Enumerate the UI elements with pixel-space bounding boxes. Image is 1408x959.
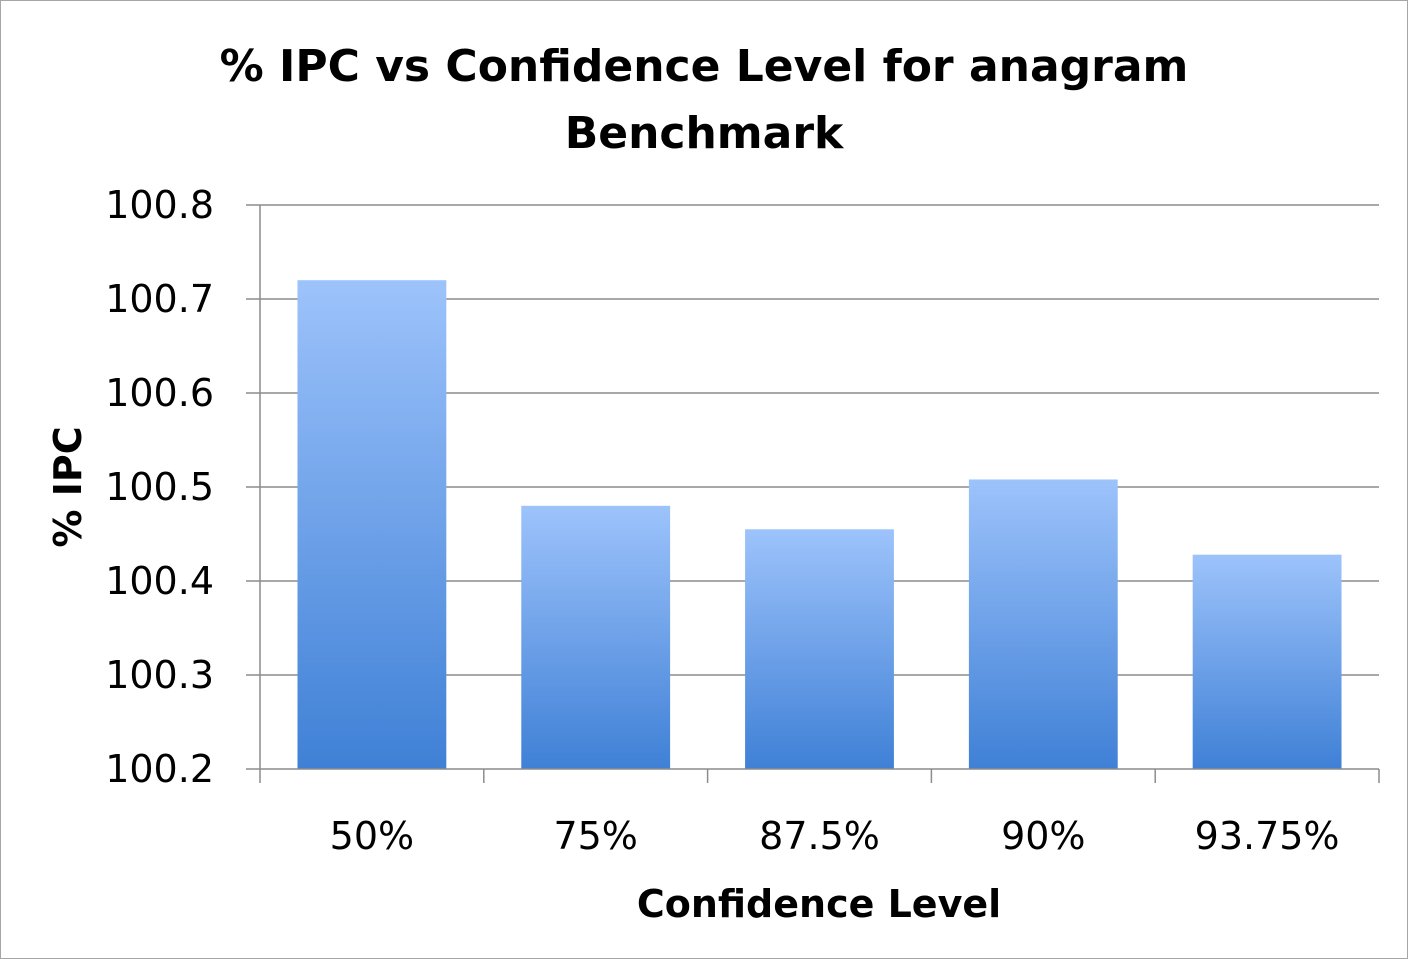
y-tick-labels: 100.2 100.3 100.4 100.5 100.6 100.7 100.8 xyxy=(105,183,214,791)
x-tick-labels: 50% 75% 87.5% 90% 93.75% xyxy=(330,814,1340,858)
y-tick-label: 100.6 xyxy=(105,371,214,415)
bar-1 xyxy=(297,280,447,769)
y-tick-label: 100.7 xyxy=(105,277,214,321)
y-tick-label: 100.3 xyxy=(105,653,214,697)
y-tick-label: 100.2 xyxy=(105,747,214,791)
x-tick-label: 75% xyxy=(553,814,637,858)
y-axis-title: % IPC xyxy=(46,426,90,547)
y-tick-label: 100.8 xyxy=(105,183,214,227)
x-tick-label: 90% xyxy=(1001,814,1085,858)
bar-5 xyxy=(1192,554,1342,769)
bar-2 xyxy=(521,505,671,769)
x-tick-label: 87.5% xyxy=(759,814,880,858)
bar-3 xyxy=(745,529,894,769)
axes xyxy=(246,204,1380,783)
y-tick-label: 100.4 xyxy=(105,559,214,603)
gridlines xyxy=(260,204,1379,676)
bars xyxy=(297,280,1342,769)
bar-4 xyxy=(968,479,1118,769)
x-tick-label: 50% xyxy=(330,814,414,858)
x-tick-label: 93.75% xyxy=(1195,814,1340,858)
y-tick-label: 100.5 xyxy=(105,465,214,509)
chart-title-line-1: % IPC vs Confidence Level for anagram xyxy=(220,41,1189,92)
x-axis-title: Confidence Level xyxy=(637,882,1001,926)
chart-title-line-2: Benchmark xyxy=(565,108,845,159)
